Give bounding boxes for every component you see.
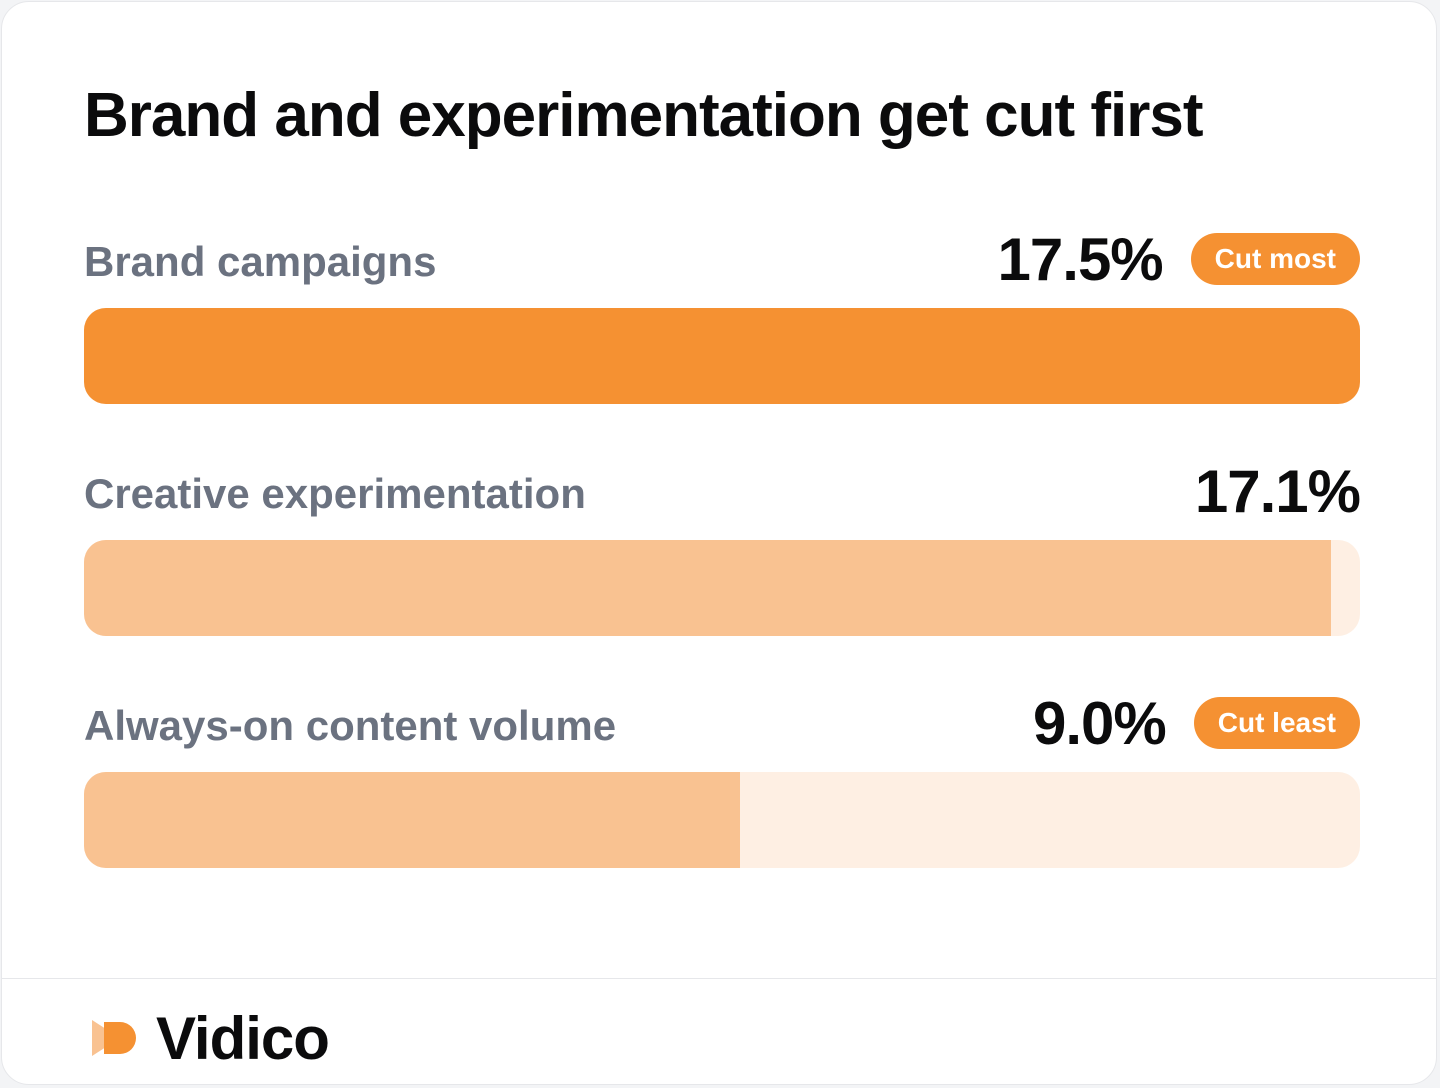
vidico-logo-icon [92, 1020, 136, 1056]
status-badge: Cut most [1190, 233, 1360, 285]
value-group: 9.0% Cut least [1033, 688, 1360, 758]
bar-fill [84, 308, 1360, 404]
category-label: Brand campaigns [84, 238, 437, 285]
bar-track [84, 540, 1360, 636]
chart-title: Brand and experimentation get cut first [84, 81, 1204, 150]
bar-track [84, 772, 1360, 868]
bar-track [84, 308, 1360, 404]
value-label: 9.0% [1032, 689, 1167, 757]
bar-row: Brand campaigns 17.5% Cut most [84, 216, 1360, 404]
bar-row: Creative experimentation 17.1% [84, 448, 1361, 636]
brand-name: Vidico [156, 1004, 330, 1072]
category-label: Creative experimentation [84, 470, 586, 517]
value-group: 17.1% [1194, 456, 1361, 526]
bar-row: Always-on content volume 9.0% Cut least [84, 680, 1360, 868]
value-group: 17.5% Cut most [998, 224, 1360, 294]
category-label: Always-on content volume [84, 702, 617, 749]
value-label: 17.1% [1194, 457, 1361, 525]
value-label: 17.5% [997, 225, 1164, 293]
bar-fill [84, 772, 740, 868]
vidico-logo: Vidico [90, 1004, 330, 1072]
bar-fill [84, 540, 1331, 636]
status-badge: Cut least [1193, 697, 1360, 749]
footer-divider [2, 978, 1436, 979]
